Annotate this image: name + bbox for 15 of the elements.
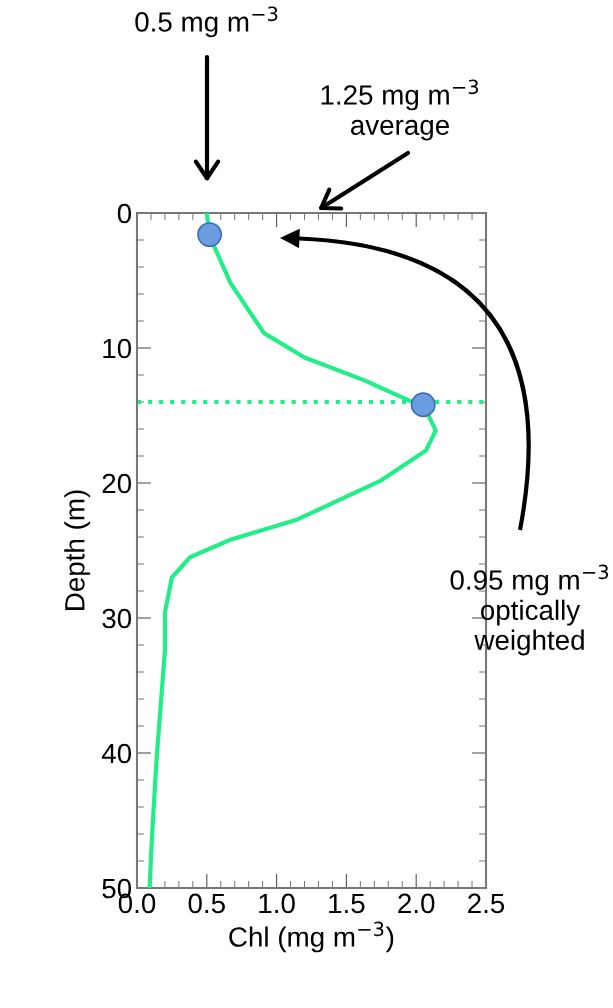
x-tick-label: 2.5 [468,893,505,914]
text: 0.5 mg m$^{−3}$ [135,6,278,38]
y-axis-title: Depth (m) [64,490,91,610]
y-tick-label: 30 [102,608,132,629]
x-tick-label: 1.5 [329,893,365,914]
x-tick-label: 0.5 [188,893,225,914]
y-tick-label: 20 [102,473,132,494]
text: 1.25 mg m$^{−3}$ average [321,79,479,141]
x-axis-title: Chl (mg m$^{−3}$) [229,921,394,953]
y-tick-label: 40 [101,743,132,764]
annotation: 0.95 mg m$^{−3}$ optically weighted [450,564,609,656]
x-tick-label: 1.0 [259,893,295,914]
y-tick-label: 0 [117,203,132,224]
x-tick-label: 2.0 [398,893,435,914]
y-tick-label: 10 [103,338,132,359]
